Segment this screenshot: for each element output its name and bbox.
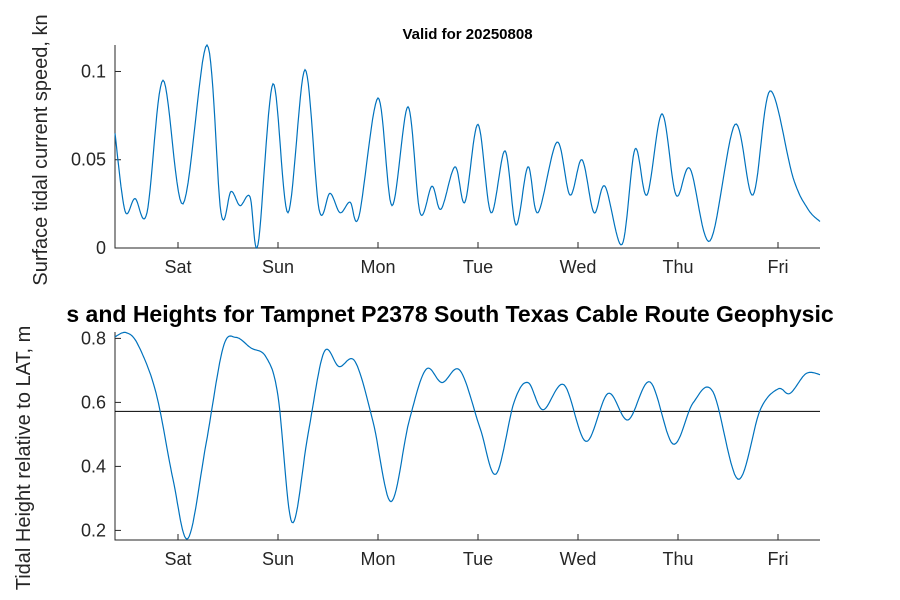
axis-spines [114,45,820,249]
current-speed-chart: Sat Sun Mon Tue Wed Thu Fri 0 0.05 0.1 [71,43,821,277]
x-tick-label: Fri [768,257,789,277]
top-chart-title: Valid for 20250808 [402,26,532,43]
x-tick-label: Sat [164,257,191,277]
x-tick-label: Mon [360,549,395,569]
x-tick-label: Wed [560,257,597,277]
y-tick-label: 0.8 [81,328,106,348]
x-tick-label: Fri [768,549,789,569]
x-tick-label: Sun [262,257,294,277]
x-tick-label: Wed [560,549,597,569]
top-chart-ylabel: Surface tidal current speed, kn [30,14,52,285]
tidal-height-line [114,331,821,540]
tidal-height-chart: Sat Sun Mon Tue Wed Thu Fri 0.2 0.4 0.6 0.8 [81,328,821,569]
x-tick-label: Tue [463,549,493,569]
y-tick-label: 0.4 [81,456,106,476]
y-tick-label: 0.05 [71,150,106,170]
x-tick-label: Mon [360,257,395,277]
x-tick-label: Thu [662,549,693,569]
x-tick-label: Thu [662,257,693,277]
x-tick-label: Sun [262,549,294,569]
surface-tidal-current-speed-line [114,43,821,249]
main-title: s and Heights for Tampnet P2378 South Te… [66,301,834,327]
y-tick-label: 0.6 [81,392,106,412]
y-tick-label: 0 [96,238,106,258]
y-tick-label: 0.2 [81,520,106,540]
x-tick-label: Tue [463,257,493,277]
x-tick-label: Sat [164,549,191,569]
y-tick-label: 0.1 [81,61,106,81]
bottom-chart-ylabel: Tidal Height relative to LAT, m [13,326,35,591]
axis-spines [114,332,820,541]
